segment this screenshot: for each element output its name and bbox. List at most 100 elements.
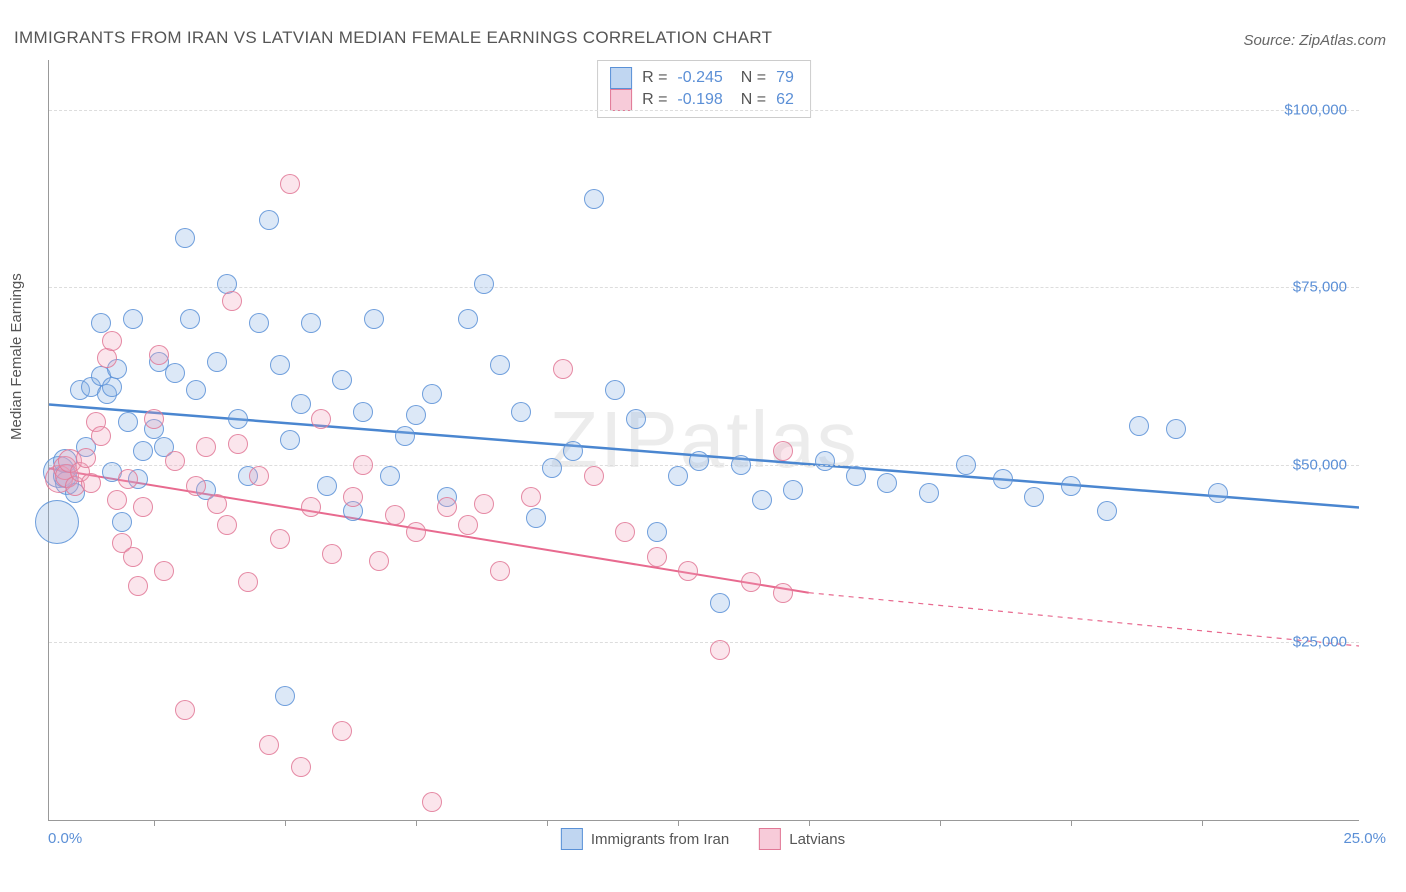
data-point: [249, 313, 269, 333]
legend-correlation-row: R =-0.198N =62: [610, 89, 794, 111]
data-point: [91, 313, 111, 333]
data-point: [123, 309, 143, 329]
data-point: [76, 448, 96, 468]
gridline: [49, 642, 1359, 643]
data-point: [395, 426, 415, 446]
data-point: [275, 686, 295, 706]
source-attribution: Source: ZipAtlas.com: [1243, 32, 1386, 49]
data-point: [353, 455, 373, 475]
data-point: [584, 189, 604, 209]
data-point: [1097, 501, 1117, 521]
legend-swatch: [610, 67, 632, 89]
legend-swatch: [610, 89, 632, 111]
data-point: [615, 522, 635, 542]
data-point: [647, 547, 667, 567]
data-point: [1061, 476, 1081, 496]
trend-line-extrapolated: [809, 593, 1359, 646]
data-point: [526, 508, 546, 528]
data-point: [144, 409, 164, 429]
data-point: [731, 455, 751, 475]
data-point: [35, 500, 79, 544]
data-point: [668, 466, 688, 486]
data-point: [322, 544, 342, 564]
legend-r-value: -0.245: [677, 69, 722, 87]
data-point: [91, 426, 111, 446]
data-point: [102, 331, 122, 351]
data-point: [259, 735, 279, 755]
legend-swatch: [759, 828, 781, 850]
data-point: [186, 476, 206, 496]
data-point: [422, 792, 442, 812]
x-axis-max-label: 25.0%: [1343, 830, 1386, 847]
data-point: [1024, 487, 1044, 507]
data-point: [773, 441, 793, 461]
x-tick: [547, 820, 548, 826]
series-legend: Immigrants from Iran Latvians: [561, 828, 845, 850]
x-axis-min-label: 0.0%: [48, 830, 82, 847]
legend-series-item: Immigrants from Iran: [561, 828, 729, 850]
legend-series-label: Latvians: [789, 831, 845, 848]
legend-n-label: N =: [741, 69, 766, 87]
chart-title: IMMIGRANTS FROM IRAN VS LATVIAN MEDIAN F…: [14, 28, 772, 48]
data-point: [123, 547, 143, 567]
data-point: [553, 359, 573, 379]
data-point: [1166, 419, 1186, 439]
data-point: [107, 490, 127, 510]
data-point: [406, 405, 426, 425]
plot-area: ZIPatlas R =-0.245N =79R =-0.198N =62 $2…: [48, 60, 1359, 821]
data-point: [364, 309, 384, 329]
data-point: [154, 561, 174, 581]
data-point: [343, 487, 363, 507]
data-point: [301, 313, 321, 333]
x-tick: [416, 820, 417, 826]
legend-r-value: -0.198: [677, 91, 722, 109]
legend-n-value: 79: [776, 69, 794, 87]
data-point: [291, 757, 311, 777]
legend-series-item: Latvians: [759, 828, 845, 850]
data-point: [877, 473, 897, 493]
x-tick: [154, 820, 155, 826]
data-point: [238, 572, 258, 592]
data-point: [626, 409, 646, 429]
legend-n-label: N =: [741, 91, 766, 109]
data-point: [270, 355, 290, 375]
data-point: [97, 348, 117, 368]
data-point: [584, 466, 604, 486]
data-point: [165, 363, 185, 383]
data-point: [133, 441, 153, 461]
data-point: [118, 469, 138, 489]
y-tick-label: $75,000: [1293, 279, 1347, 296]
data-point: [815, 451, 835, 471]
data-point: [270, 529, 290, 549]
data-point: [521, 487, 541, 507]
data-point: [81, 473, 101, 493]
x-tick: [1202, 820, 1203, 826]
legend-r-label: R =: [642, 69, 667, 87]
data-point: [228, 434, 248, 454]
data-point: [474, 494, 494, 514]
data-point: [846, 466, 866, 486]
data-point: [102, 377, 122, 397]
data-point: [332, 370, 352, 390]
data-point: [458, 515, 478, 535]
data-point: [678, 561, 698, 581]
gridline: [49, 110, 1359, 111]
x-tick: [1071, 820, 1072, 826]
y-axis-label: Median Female Earnings: [8, 273, 25, 440]
data-point: [956, 455, 976, 475]
data-point: [752, 490, 772, 510]
data-point: [605, 380, 625, 400]
y-tick-label: $25,000: [1293, 634, 1347, 651]
y-tick-label: $100,000: [1284, 101, 1347, 118]
legend-n-value: 62: [776, 91, 794, 109]
y-tick-label: $50,000: [1293, 456, 1347, 473]
data-point: [180, 309, 200, 329]
data-point: [741, 572, 761, 592]
data-point: [311, 409, 331, 429]
data-point: [280, 430, 300, 450]
data-point: [165, 451, 185, 471]
data-point: [196, 437, 216, 457]
legend-swatch: [561, 828, 583, 850]
data-point: [332, 721, 352, 741]
data-point: [993, 469, 1013, 489]
